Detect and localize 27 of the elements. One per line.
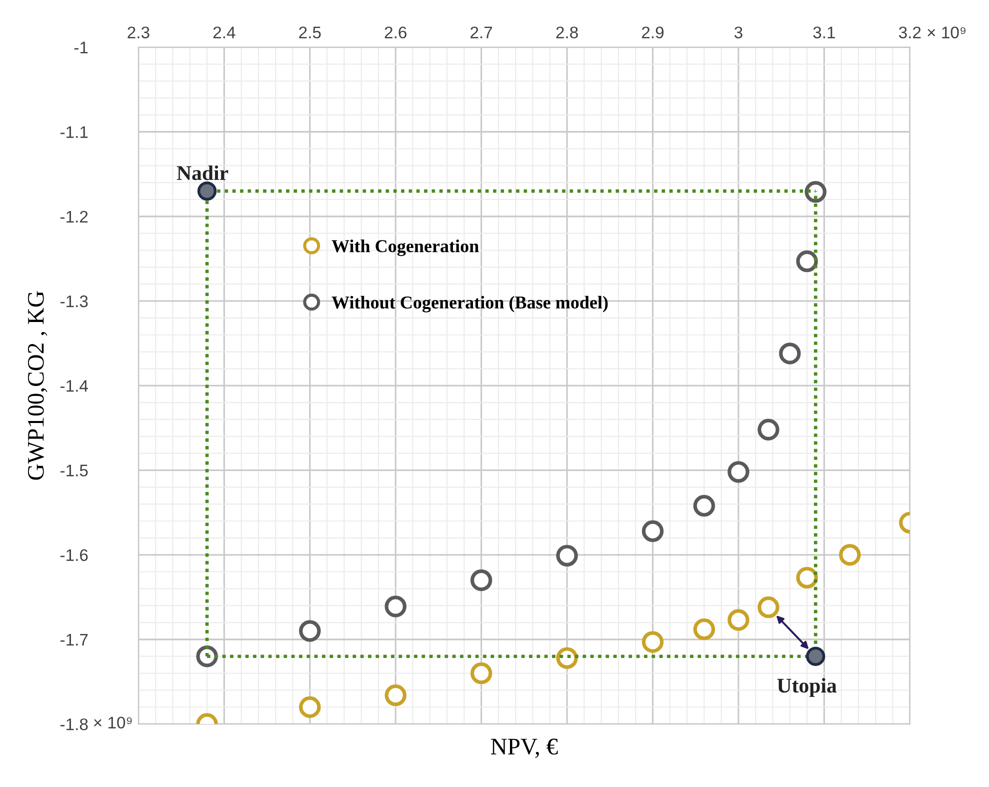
x-tick-label: 2.7 [470,26,492,38]
y-tick-label: -1.2 [60,210,88,222]
legend-label: With Cogeneration [332,240,479,256]
text: × 10⁹ [928,26,966,38]
annotation: Utopia [777,678,837,697]
y-tick-label: -1.3 [60,295,88,308]
y-tick-label: -1.4 [60,380,88,392]
y-tick-label: -1.5 [60,464,88,476]
x-tick-label: 2.6 [384,26,406,38]
y-axis-title: GWP100,CO2 , KG [28,291,48,480]
annotation: Nadir [176,165,228,180]
x-tick-label: 2.9 [642,26,664,38]
y-tick-label: -1.6 [60,549,88,562]
x-tick-label: 2.3 [128,26,150,38]
x-tick-label: 3.2 [898,26,921,38]
x-tick-label: 2.5 [299,26,321,38]
y-tick-label: -1.8 [60,718,88,730]
x-tick-label: 3.1 [813,26,835,38]
x-tick-label: 2.8 [556,26,578,38]
y-tick-label: -1.1 [60,126,88,138]
text: × 10⁹ [94,716,132,729]
y-tick-label: -1 [74,42,88,54]
legend-label: Without Cogeneration (Base model) [332,296,608,312]
x-axis-title: NPV, € [490,738,558,758]
y-tick-label: -1.7 [60,634,88,646]
x-tick-label: 2.4 [213,26,236,38]
x-tick-label: 3 [734,26,742,38]
